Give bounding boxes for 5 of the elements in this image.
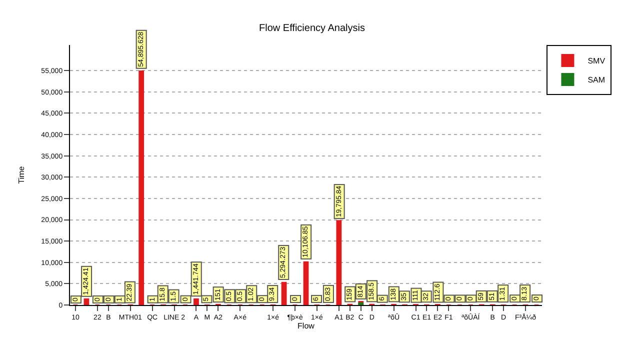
legend-label: SAM xyxy=(588,76,606,85)
legend-label: SMV xyxy=(588,56,606,66)
chart-title: Flow Efficiency Analysis xyxy=(259,22,365,34)
y-axis-title: Time xyxy=(16,166,26,184)
x-axis-title: Flow xyxy=(298,322,315,330)
